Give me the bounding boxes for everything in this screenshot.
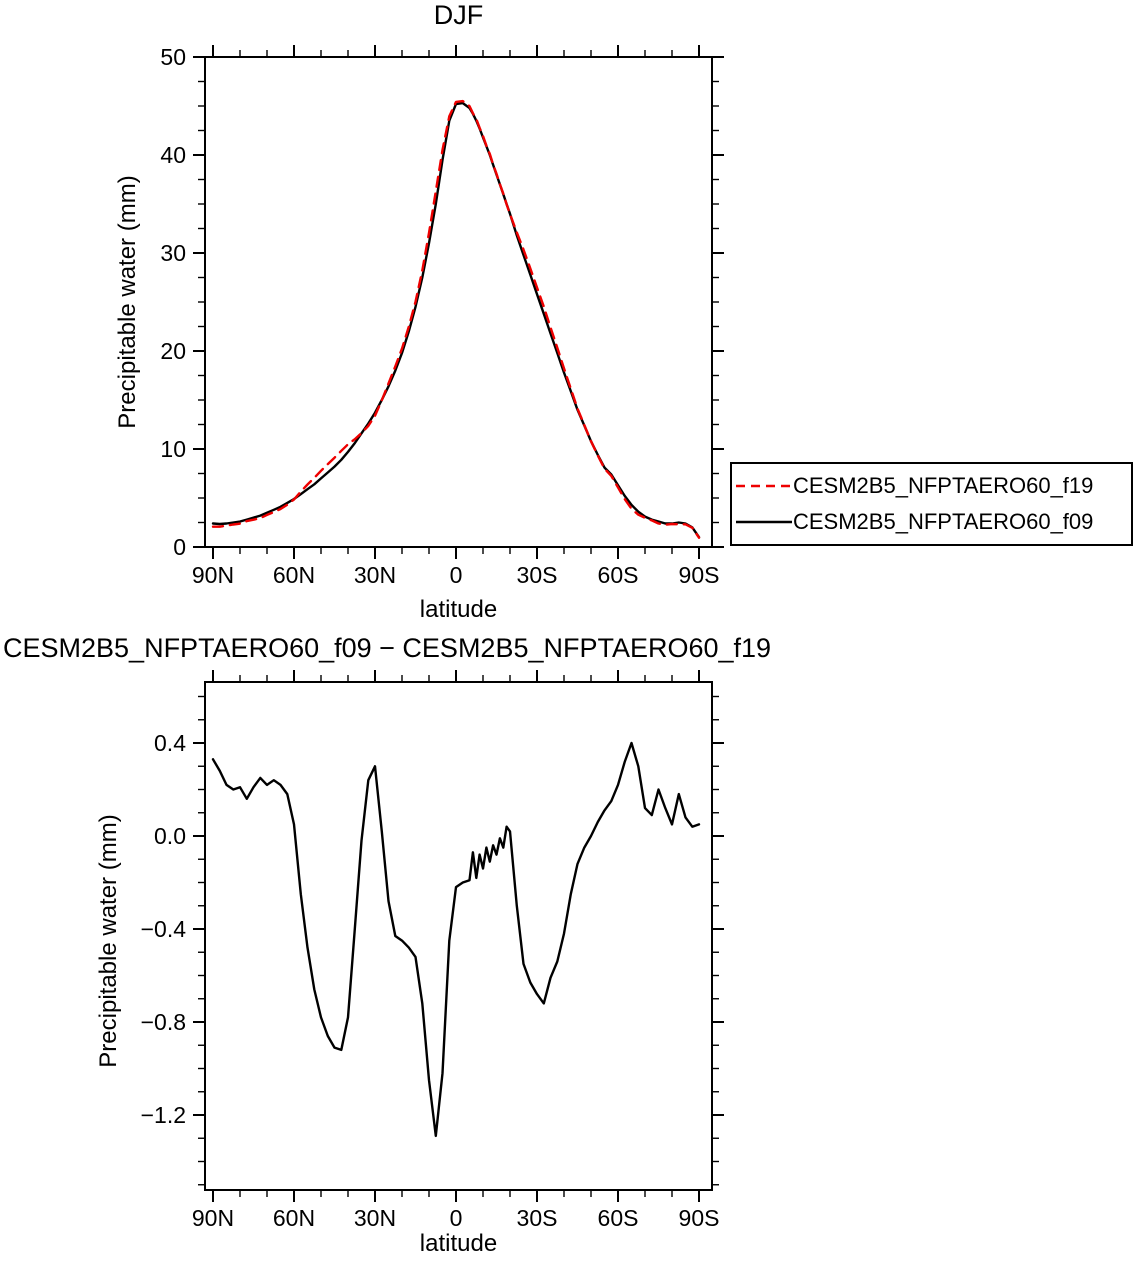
x-tick-label: 0 (450, 1205, 463, 1231)
x-tick-label: 60S (598, 1205, 639, 1231)
top-chart-xlabel: latitude (419, 596, 498, 623)
x-tick-label: 90N (192, 562, 234, 588)
series-line-CESM2B5_NFPTAERO60_f19 (211, 99, 701, 539)
x-tick-label: 90N (192, 1205, 234, 1231)
bottom-chart-title: CESM2B5_NFPTAERO60_f09 − CESM2B5_NFPTAER… (3, 633, 772, 663)
x-tick-label: 90S (679, 562, 720, 588)
bottom-chart-ylabel: Precipitable water (mm) (95, 814, 122, 1068)
x-tick-label: 30N (354, 1205, 396, 1231)
y-tick-label: 10 (160, 436, 186, 462)
x-tick-label: 0 (450, 562, 463, 588)
legend-label-f19: CESM2B5_NFPTAERO60_f19 (793, 473, 1094, 499)
x-tick-label: 60N (273, 562, 315, 588)
legend-line-dashed-sample (736, 485, 792, 488)
x-tick-label: 30N (354, 562, 396, 588)
bottom-chart-xlabel: latitude (419, 1230, 498, 1257)
y-tick-label: 0.0 (154, 823, 186, 849)
y-tick-label: 20 (160, 338, 186, 364)
x-tick-label: 30S (517, 1205, 558, 1231)
y-tick-label: 0.4 (154, 730, 186, 756)
y-tick-label: −0.8 (141, 1009, 186, 1035)
y-tick-label: −1.2 (141, 1102, 186, 1128)
top-chart-title: DJF (433, 0, 484, 30)
y-tick-label: −0.4 (141, 916, 187, 942)
x-tick-label: 30S (517, 562, 558, 588)
top-chart-ylabel: Precipitable water (mm) (114, 175, 141, 429)
plot-frame (204, 681, 713, 1191)
legend-line-solid-sample (736, 520, 792, 523)
legend-entry-f19: CESM2B5_NFPTAERO60_f19 (732, 473, 1131, 499)
legend-entry-f09: CESM2B5_NFPTAERO60_f09 (732, 509, 1131, 535)
x-tick-label: 60N (273, 1205, 315, 1231)
plot-frame (204, 56, 713, 548)
legend-label-f09: CESM2B5_NFPTAERO60_f09 (793, 508, 1094, 534)
y-tick-label: 40 (160, 142, 186, 168)
y-tick-label: 50 (160, 44, 186, 70)
x-tick-label: 60S (598, 562, 639, 588)
bottom-chart: 90N 60N 30N 0 30S 60S 90S 0.4 0.0 −0.4 −0.8 −1.2 (141, 670, 724, 1231)
y-tick-label: 0 (173, 534, 186, 560)
x-tick-label: 90S (679, 1205, 720, 1231)
y-tick-label: 30 (160, 240, 186, 266)
series-line-CESM2B5_NFPTAERO60_f09 − CESM2B5_NFPTAERO60_f19 (211, 741, 701, 1138)
series-line-CESM2B5_NFPTAERO60_f09 (211, 101, 701, 539)
legend: CESM2B5_NFPTAERO60_f19 CESM2B5_NFPTAERO6… (730, 462, 1133, 546)
top-chart: 90N 60N 30N 0 30S 60S 90S 0 10 20 30 40 50 (160, 44, 724, 588)
